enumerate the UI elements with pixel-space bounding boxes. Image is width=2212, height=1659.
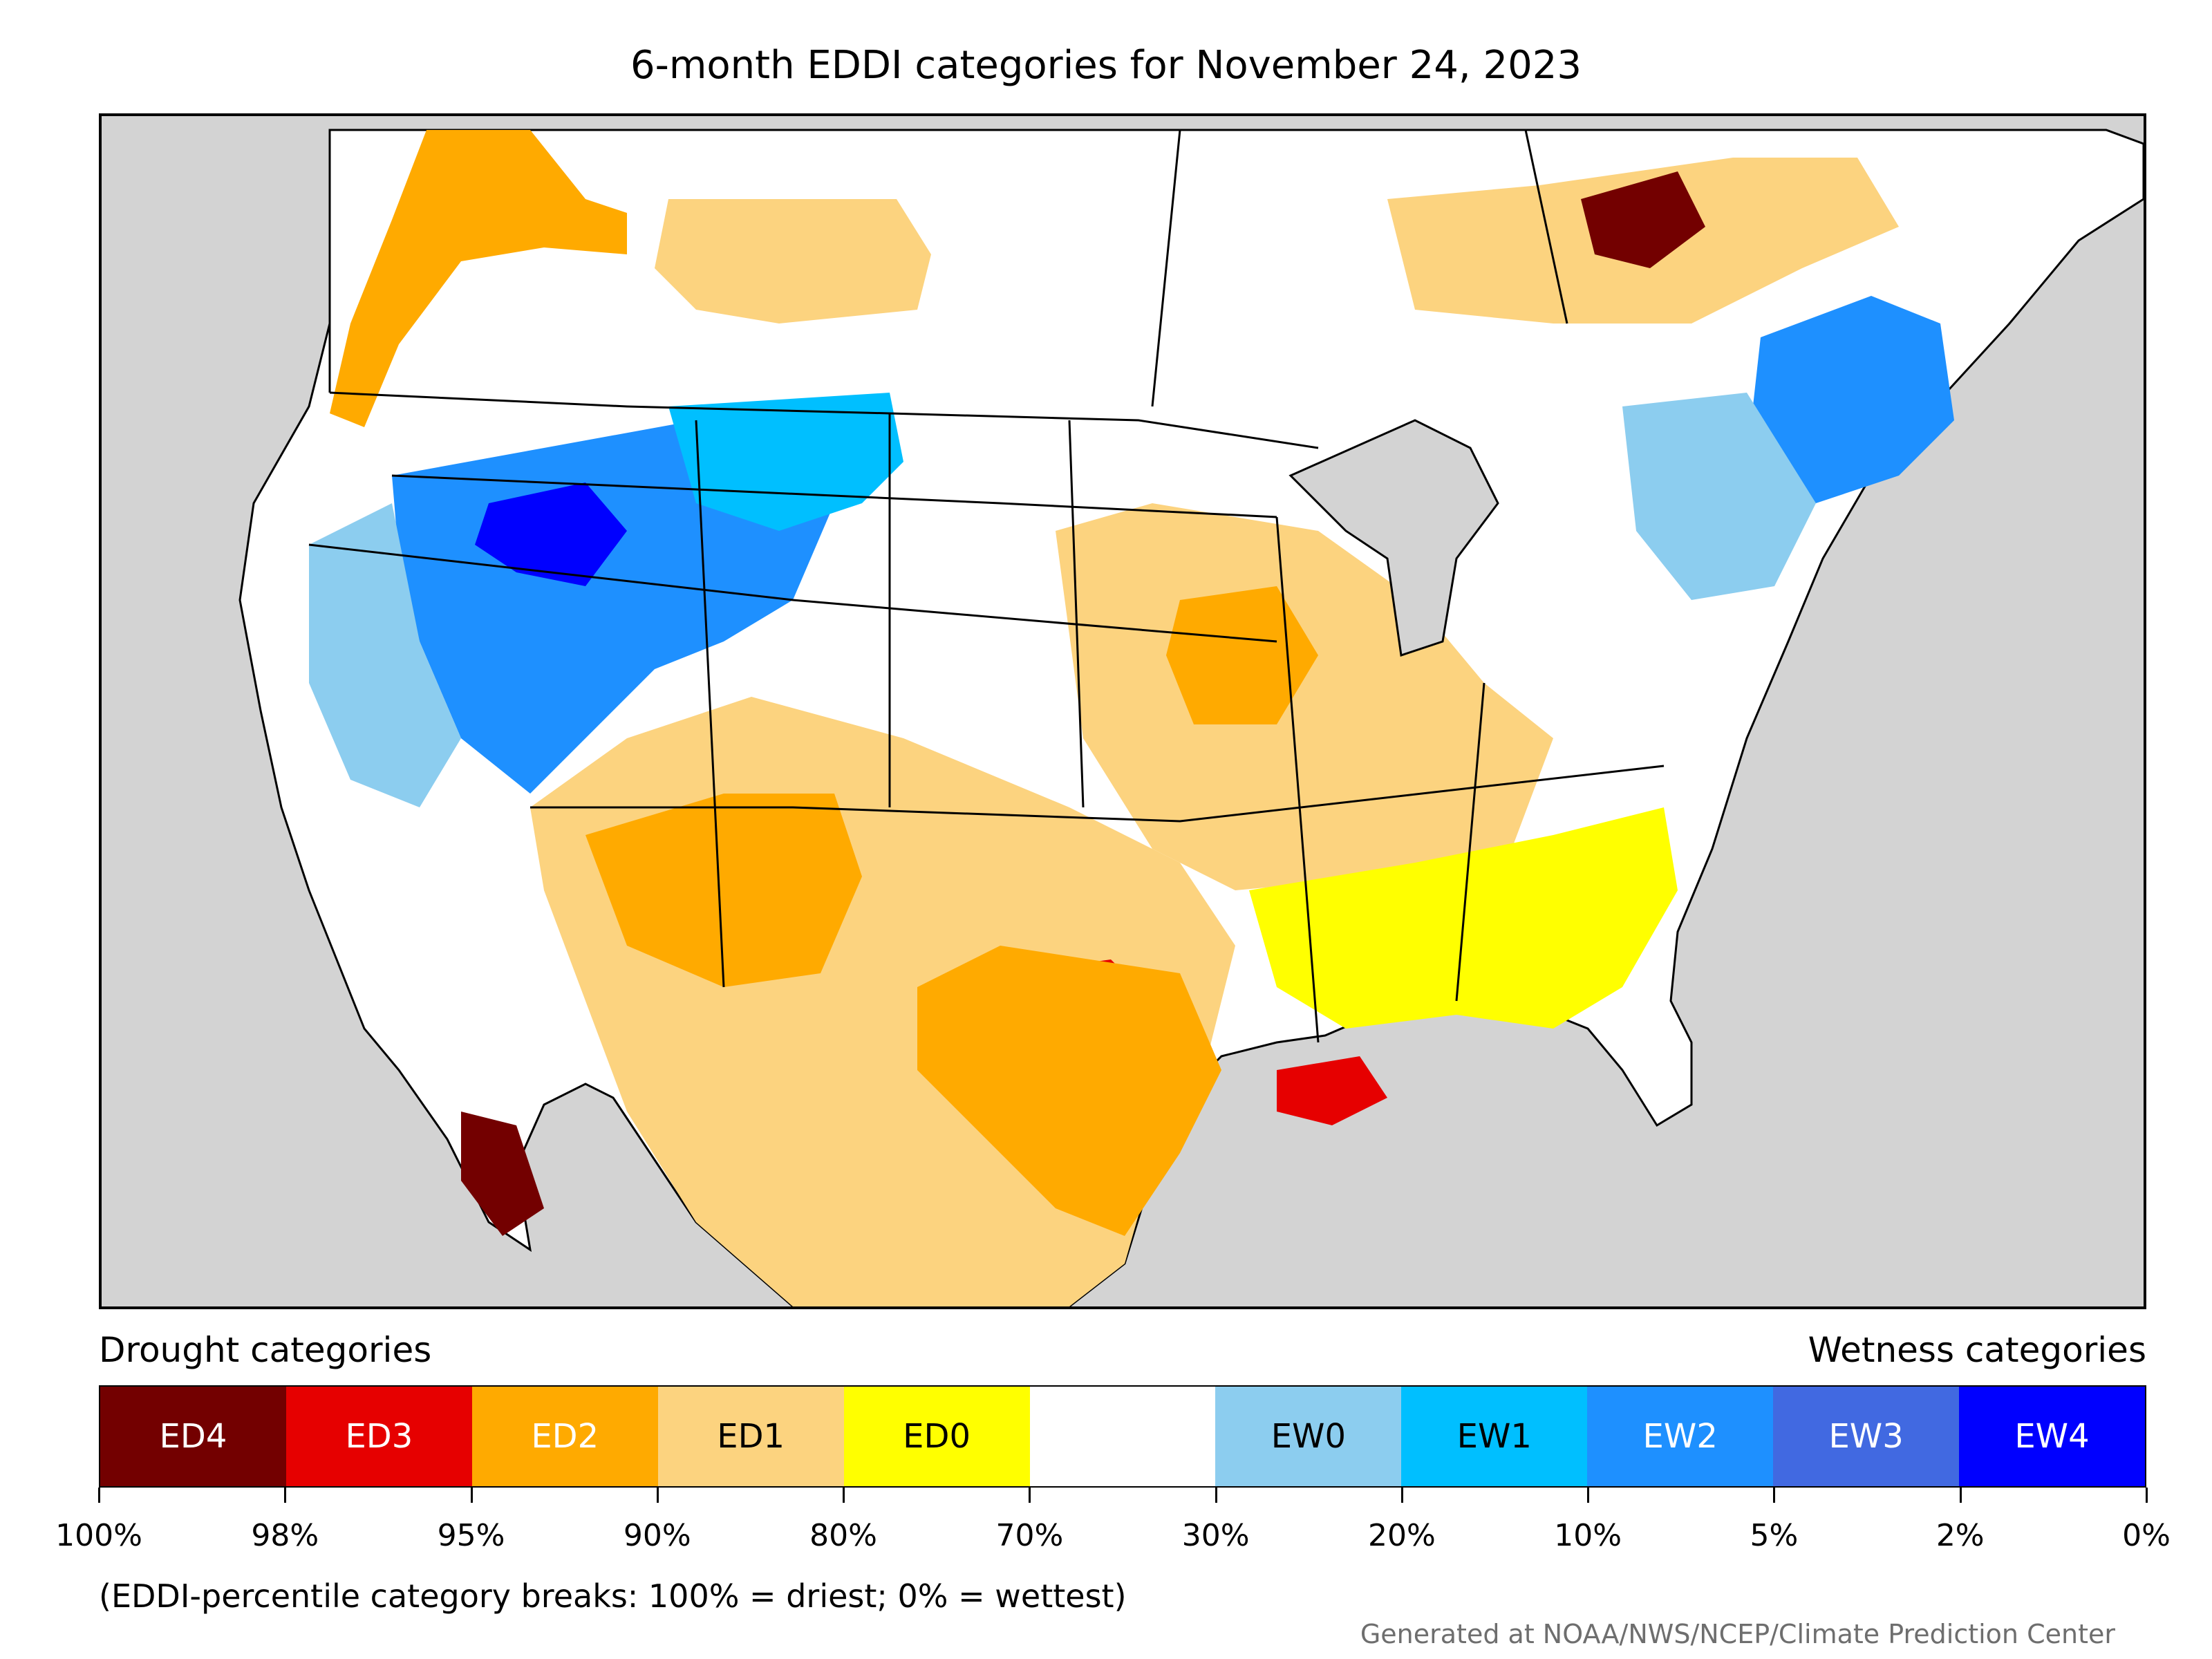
wetness-categories-label: Wetness categories <box>1808 1330 2146 1370</box>
region-great-basin-core <box>475 482 627 586</box>
region-northern-rockies-canada <box>655 199 931 324</box>
colorbar-tick-label: 2% <box>1936 1518 1985 1553</box>
colorbar-tick <box>843 1488 845 1503</box>
region-texas-outer <box>917 946 1221 1236</box>
colorbar-cell-ew4: EW4 <box>1959 1387 2145 1486</box>
colorbar-tick <box>1400 1488 1403 1503</box>
colorbar-tick-label: 30% <box>1181 1518 1250 1553</box>
region-california-interior <box>309 503 461 807</box>
colorbar-tick-label: 20% <box>1368 1518 1436 1553</box>
colorbar-tick-label: 70% <box>995 1518 1064 1553</box>
drought-categories-label: Drought categories <box>99 1330 432 1370</box>
colorbar-cell-ed3: ED3 <box>285 1387 472 1486</box>
colorbar-ticks <box>98 1488 2148 1508</box>
region-iowa <box>1166 586 1318 724</box>
colorbar-cell-ew0: EW0 <box>1215 1387 1402 1486</box>
colorbar-tick-label: 100% <box>55 1518 142 1553</box>
colorbar-cell-ew2: EW2 <box>1587 1387 1774 1486</box>
colorbar-tick <box>1587 1488 1590 1503</box>
region-quebec-extreme <box>1581 171 1705 268</box>
region-pacific-northwest <box>330 130 627 427</box>
colorbar-cell-normal <box>1029 1387 1216 1486</box>
colorbar-tick <box>1029 1488 1031 1503</box>
great-lakes <box>1288 419 1499 657</box>
region-new-england <box>1747 296 1954 503</box>
colorbar-cell-ew1: EW1 <box>1401 1387 1588 1486</box>
colorbar-tick-label: 98% <box>251 1518 319 1553</box>
colorbar-tick-label: 10% <box>1554 1518 1622 1553</box>
colorbar-tick-label: 90% <box>623 1518 691 1553</box>
colorbar-tick-label: 95% <box>437 1518 505 1553</box>
colorbar-cell-ed0: ED0 <box>843 1387 1030 1486</box>
colorbar-tick <box>1959 1488 1962 1503</box>
colorbar-tick <box>1215 1488 1217 1503</box>
eddi-map <box>99 113 2146 1309</box>
map-title: 6-month EDDI categories for November 24,… <box>630 43 1582 88</box>
colorbar-tick-label: 80% <box>809 1518 877 1553</box>
colorbar-tick <box>2146 1488 2148 1503</box>
map-canvas <box>238 129 2144 1306</box>
category-breaks-note: (EDDI-percentile category breaks: 100% =… <box>99 1577 1127 1615</box>
region-gulf-coast <box>1277 1056 1387 1125</box>
credit-line: Generated at NOAA/NWS/NCEP/Climate Predi… <box>1360 1619 2115 1649</box>
colorbar-tick <box>1773 1488 1776 1503</box>
boundary-lines <box>308 129 1665 1043</box>
region-northeast-light <box>1622 393 1816 600</box>
colorbar-tick <box>656 1488 659 1503</box>
colorbar-cell-ed1: ED1 <box>657 1387 844 1486</box>
colorbar-tick-label: 0% <box>2122 1518 2171 1553</box>
category-colorbar: ED4 ED3 ED2 ED1 ED0 EW0 EW1 EW2 EW3 EW4 <box>99 1385 2146 1488</box>
region-arizona-newmexico <box>585 794 862 987</box>
colorbar-cell-ed4: ED4 <box>100 1387 286 1486</box>
colorbar-tick-label: 5% <box>1750 1518 1799 1553</box>
colorbar-tick <box>470 1488 473 1503</box>
colorbar-cell-ed2: ED2 <box>471 1387 658 1486</box>
region-baja <box>461 1112 544 1236</box>
colorbar-cell-ew3: EW3 <box>1773 1387 1960 1486</box>
colorbar-tick <box>284 1488 287 1503</box>
colorbar-tick <box>98 1488 100 1503</box>
